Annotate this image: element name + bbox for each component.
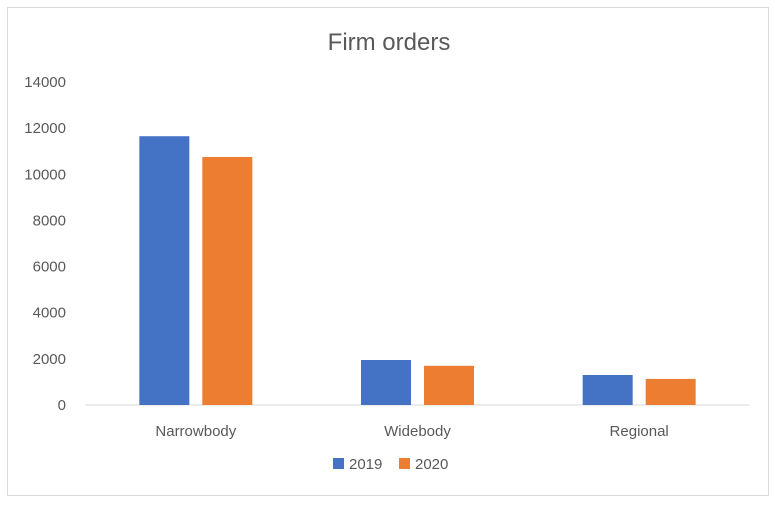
legend-label-2020: 2020 <box>415 456 448 473</box>
x-axis-labels: Narrowbody Widebody Regional <box>155 423 668 440</box>
chart-area <box>7 7 769 496</box>
y-tick-label: 6000 <box>33 259 66 276</box>
y-tick-label: 4000 <box>33 305 66 322</box>
legend-swatch-2019 <box>333 458 344 469</box>
y-tick-label: 10000 <box>24 166 66 183</box>
y-tick-label: 12000 <box>24 120 66 137</box>
y-axis-ticks: 0 2000 4000 6000 8000 10000 12000 14000 <box>24 74 66 414</box>
bar-narrowbody-2019 <box>139 136 190 406</box>
bar-widebody-2019 <box>361 360 411 405</box>
bar-widebody-2020 <box>424 365 474 405</box>
y-tick-label: 2000 <box>33 351 66 368</box>
y-tick-label: 14000 <box>24 74 66 91</box>
bars <box>139 136 696 406</box>
bar-regional-2020 <box>645 378 696 405</box>
legend-swatch-2020 <box>399 458 410 469</box>
x-tick-label: Regional <box>610 423 669 440</box>
y-tick-label: 0 <box>58 397 66 414</box>
x-tick-label: Narrowbody <box>155 423 236 440</box>
legend-label-2019: 2019 <box>349 456 382 473</box>
chart-title: Firm orders <box>328 29 451 56</box>
bar-narrowbody-2020 <box>202 156 253 405</box>
bar-regional-2019 <box>582 375 633 405</box>
x-tick-label: Widebody <box>384 423 451 440</box>
y-tick-label: 8000 <box>33 212 66 229</box>
legend: 2019 2020 <box>333 456 448 473</box>
